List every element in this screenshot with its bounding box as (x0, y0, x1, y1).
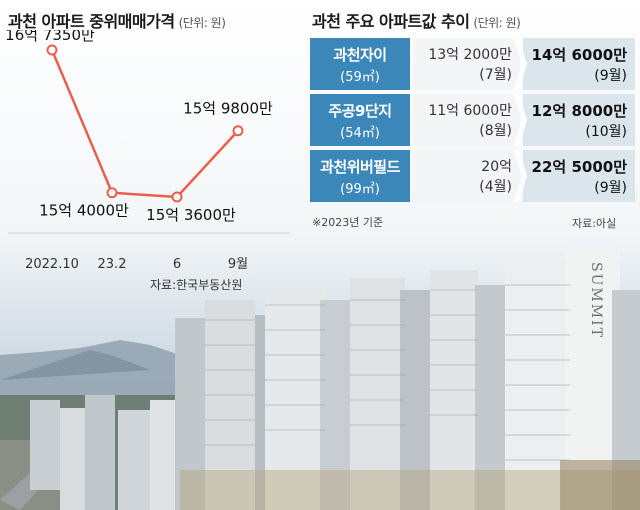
apartment-size: (54㎡) (340, 125, 380, 141)
data-point (232, 125, 244, 137)
data-label: 15억 4000만 (39, 202, 129, 220)
apartment-name-cell: 과천위버필드 (99㎡) (310, 150, 410, 202)
right-table-title: 과천 주요 아파트값 추이 (단위: 원) (312, 8, 521, 32)
apartment-name: 주공9단지 (328, 101, 392, 120)
table-footnote: ※2023년 기준 (312, 216, 384, 229)
table-row: 과천위버필드 (99㎡) 20억 (4월) 22억 5000만 (9월) (310, 150, 635, 202)
x-tick-label: 2022.10 (25, 257, 79, 272)
new-date: (9월) (594, 179, 627, 196)
x-tick-label: 9월 (228, 257, 248, 272)
old-price: 11억 6000만 (428, 103, 512, 119)
chevron-right-icon (513, 150, 527, 202)
data-point (106, 187, 118, 199)
right-table-title-text: 과천 주요 아파트값 추이 (312, 12, 470, 31)
apartment-size: (59㎡) (340, 69, 380, 85)
old-date: (4월) (479, 179, 512, 195)
data-label: 15억 9800만 (183, 100, 273, 118)
series-line (50, 49, 239, 199)
new-price: 14억 6000만 (531, 45, 627, 64)
left-chart-title-text: 과천 아파트 중위매매가격 (8, 12, 175, 31)
data-label: 15억 3600만 (146, 206, 236, 224)
old-price-cell: 20억 (4월) (413, 150, 520, 202)
data-label: 16억 7350만 (5, 30, 95, 44)
x-tick-label: 6 (173, 257, 181, 272)
data-point (171, 191, 183, 203)
median-price-line-chart: 16억 7350만 15억 4000만 15억 3600만 15억 9800만 202… (5, 30, 290, 272)
chart-line-layer (50, 49, 239, 199)
apartment-name-cell: 과천자이 (59㎡) (310, 38, 410, 90)
building-sign: SUMMIT (588, 262, 604, 339)
right-table-source: 자료:아실 (572, 217, 617, 230)
left-chart-source: 자료:한국부동산원 (150, 278, 243, 292)
data-point (46, 44, 58, 56)
new-price-cell: 14억 6000만 (9월) (523, 38, 635, 90)
right-table-unit: (단위: 원) (473, 16, 521, 30)
table-row: 주공9단지 (54㎡) 11억 6000만 (8월) 12억 8000만 (10… (310, 94, 635, 146)
apartment-price-table: 과천자이 (59㎡) 13억 2000만 (7월) 14억 6000만 (9월)… (310, 38, 635, 206)
chart-tick-labels-layer: 2022.10 23.2 6 9월 (8, 232, 290, 272)
apartment-name: 과천자이 (333, 45, 387, 64)
new-date: (9월) (594, 67, 627, 84)
old-price-cell: 11억 6000만 (8월) (413, 94, 520, 146)
old-price-cell: 13억 2000만 (7월) (413, 38, 520, 90)
table-row: 과천자이 (59㎡) 13억 2000만 (7월) 14억 6000만 (9월) (310, 38, 635, 90)
left-chart-unit: (단위: 원) (178, 16, 226, 30)
new-date: (10월) (585, 123, 627, 140)
chevron-right-icon (513, 38, 527, 90)
chart-points-layer (46, 44, 244, 203)
apartment-name: 과천위버필드 (320, 157, 400, 176)
old-date: (7월) (479, 67, 512, 83)
chart-data-labels-layer: 16억 7350만 15억 4000만 15억 3600만 15억 9800만 (5, 30, 273, 224)
new-price-cell: 12억 8000만 (10월) (523, 94, 635, 146)
old-price: 20억 (481, 159, 512, 175)
apartment-name-cell: 주공9단지 (54㎡) (310, 94, 410, 146)
old-price: 13억 2000만 (428, 47, 512, 63)
new-price: 22억 5000만 (531, 157, 627, 176)
left-chart-title: 과천 아파트 중위매매가격 (단위: 원) (8, 8, 226, 32)
old-date: (8월) (479, 123, 512, 139)
x-tick-label: 23.2 (98, 257, 127, 272)
apartment-size: (99㎡) (340, 181, 380, 197)
new-price-cell: 22억 5000만 (9월) (523, 150, 635, 202)
chevron-right-icon (513, 94, 527, 146)
new-price: 12억 8000만 (531, 101, 627, 120)
